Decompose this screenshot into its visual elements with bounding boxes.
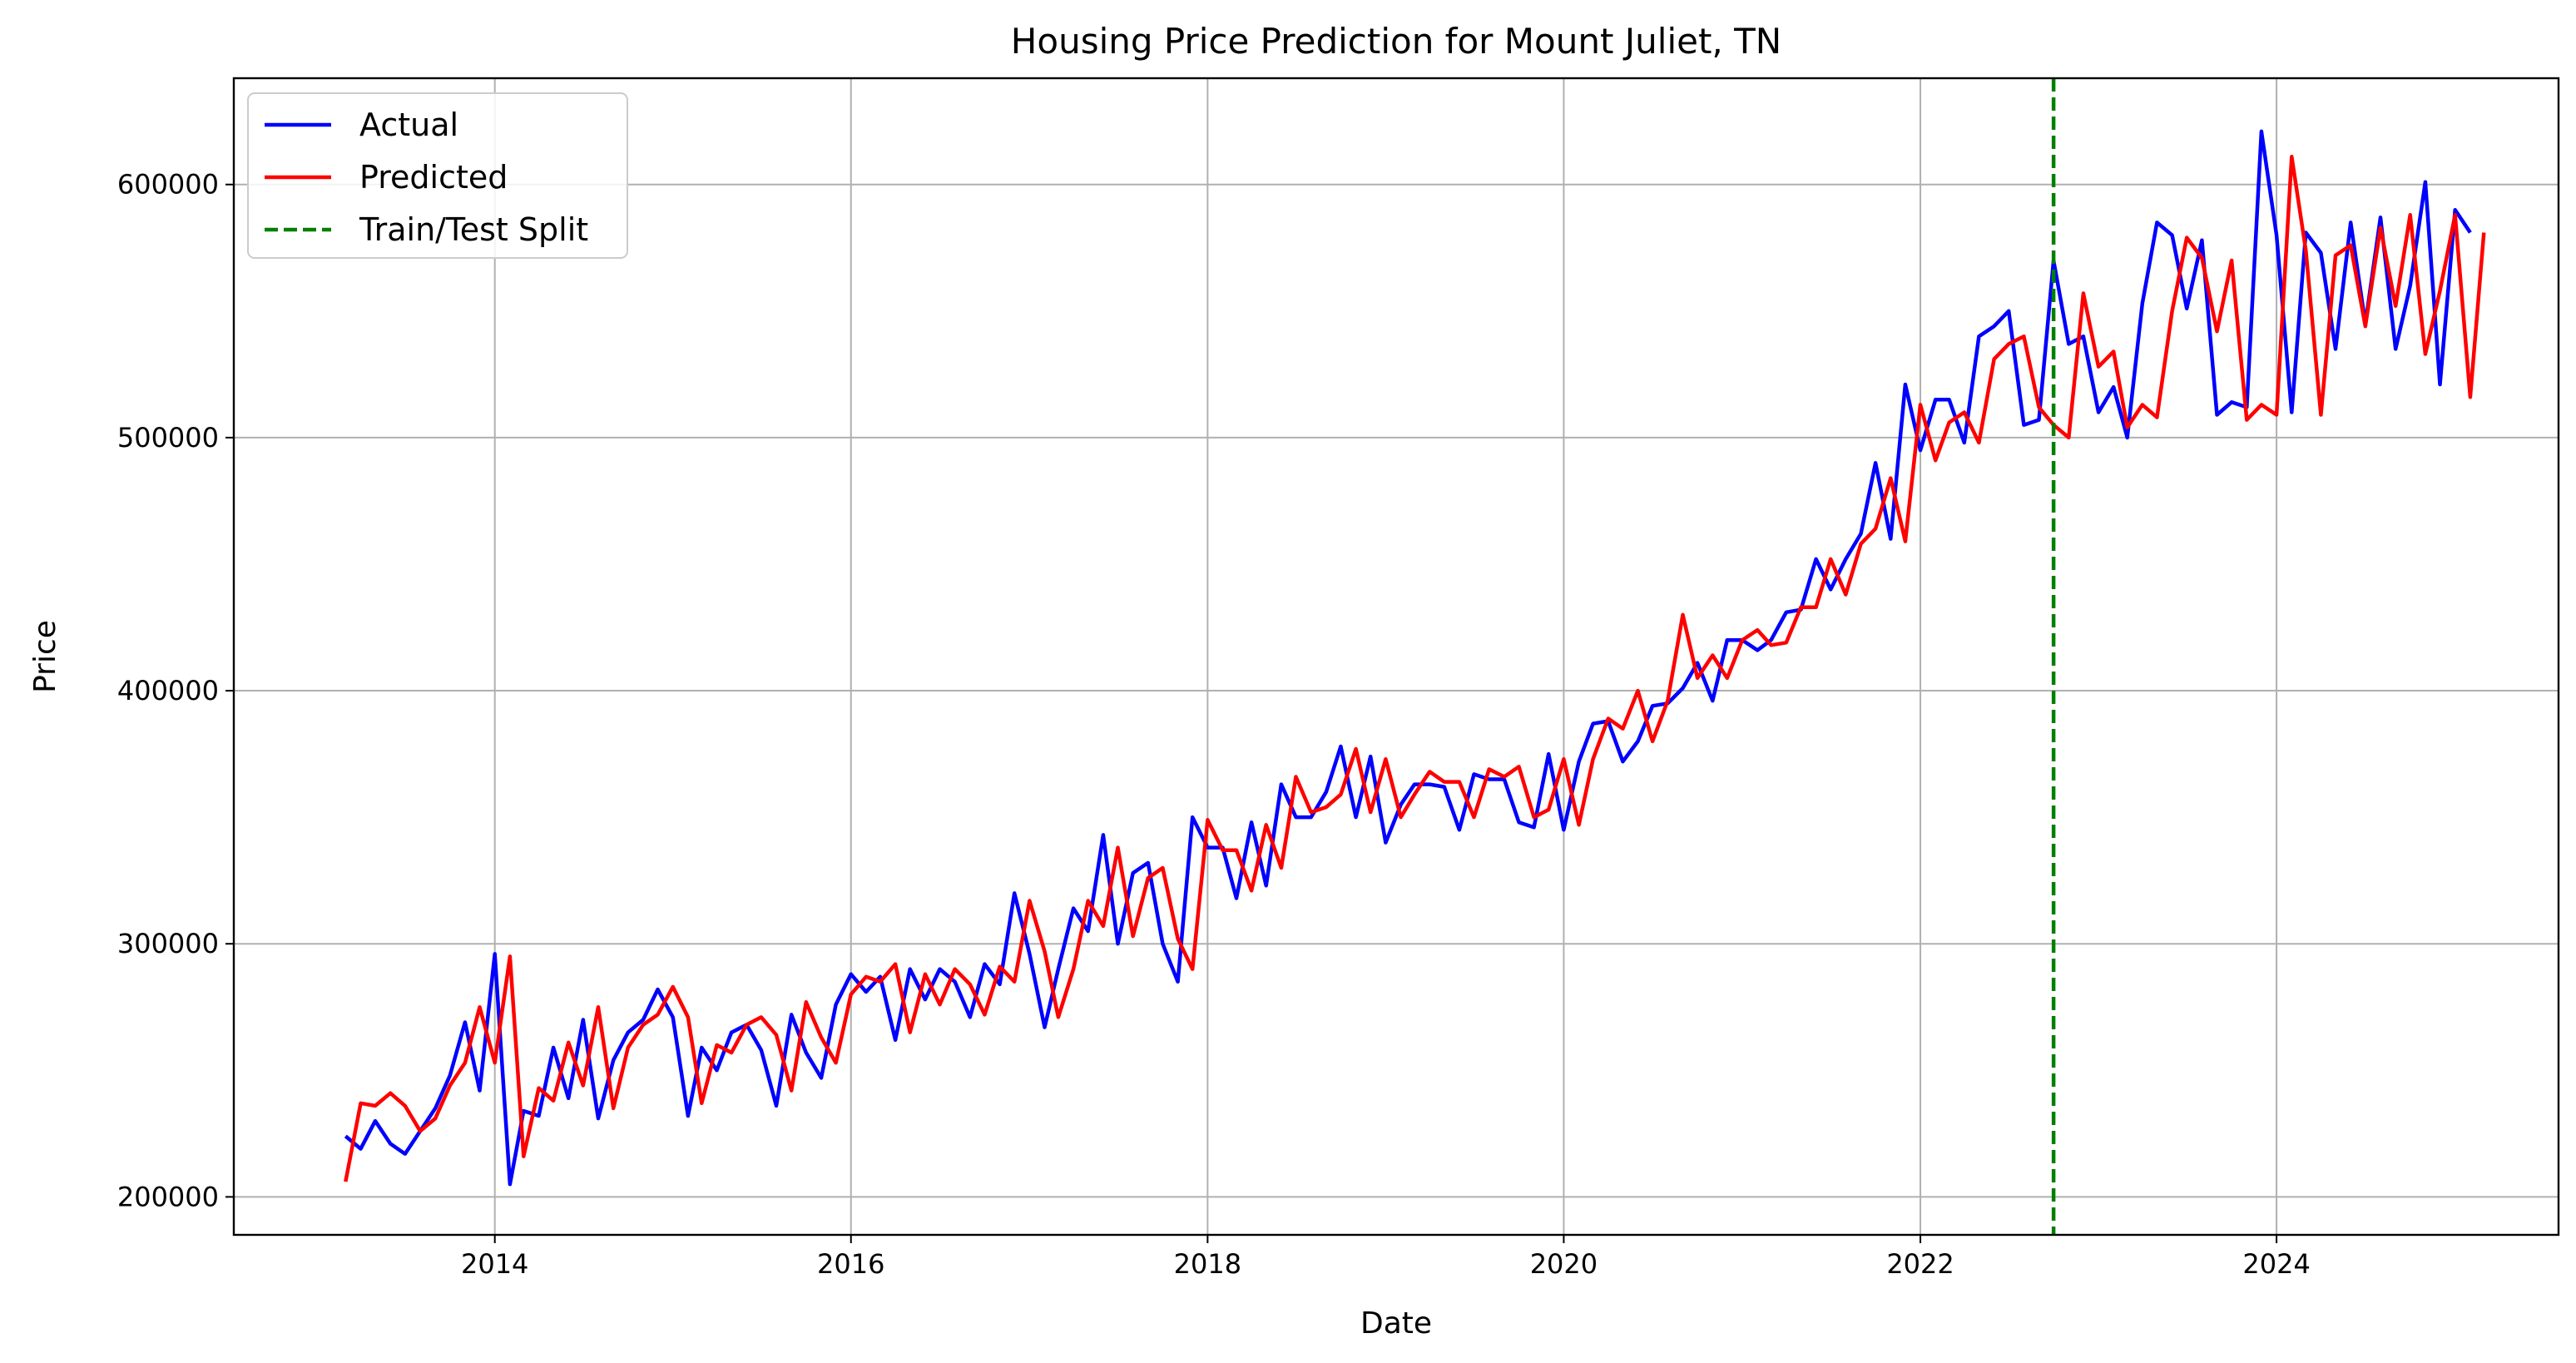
y-tick-label: 600000 [117,169,219,201]
plot-area [344,78,2486,1235]
legend: Actual Predicted Train/Test Split [247,92,628,259]
x-tick-label: 2014 [461,1248,528,1280]
x-tick-label: 2024 [2242,1248,2310,1280]
x-axis-label: Date [1360,1306,1432,1341]
legend-label-0: Actual [359,107,458,143]
y-tick-label: 300000 [117,928,219,959]
y-tick-label: 200000 [117,1181,219,1212]
axes: 2014 2016 2018 2020 2022 2024 200000 300000 4000… [117,169,2311,1280]
x-tick-label: 2016 [817,1248,884,1280]
series-line-actual [344,129,2472,1187]
series-line-predicted [344,155,2486,1182]
y-tick-label: 500000 [117,422,219,454]
legend-label-2: Train/Test Split [359,211,588,248]
legend-box [247,92,628,259]
plot-frame [232,77,2560,1237]
y-axis-label: Price [28,620,62,693]
legend-label-1: Predicted [359,159,508,196]
chart-title: Housing Price Prediction for Mount Julie… [1011,21,1781,62]
grid-lines [234,78,2559,1235]
x-tick-label: 2018 [1174,1248,1241,1280]
x-tick-label: 2022 [1886,1248,1954,1280]
y-tick-label: 400000 [117,675,219,706]
x-tick-label: 2020 [1530,1248,1598,1280]
